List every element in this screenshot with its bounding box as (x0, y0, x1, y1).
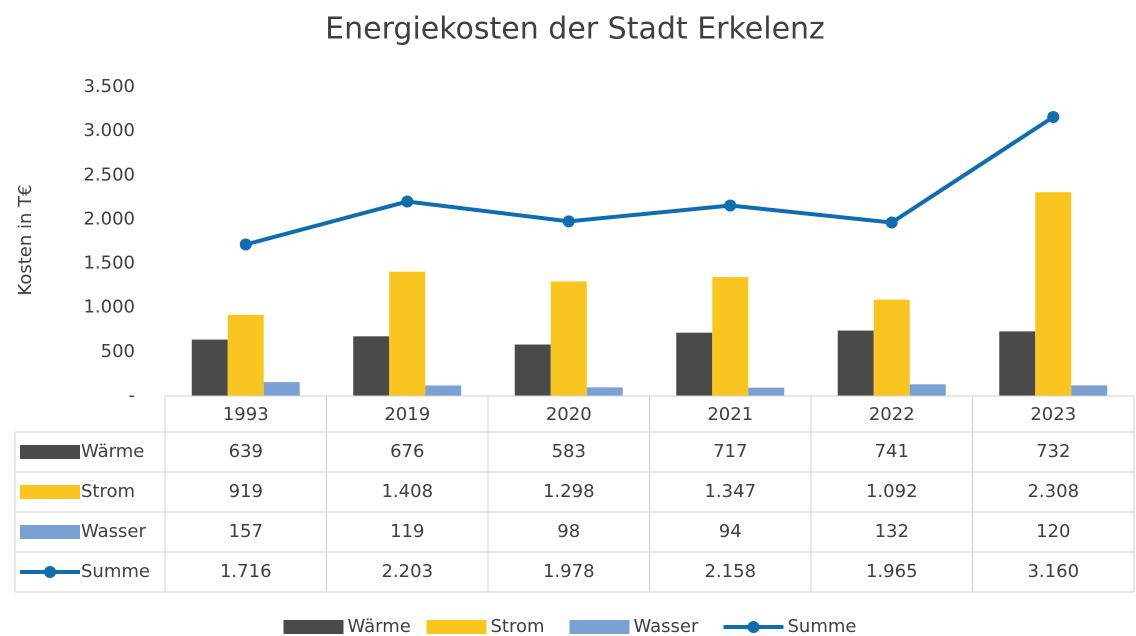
table-row-label: Wärme (81, 441, 144, 462)
legend-key (20, 525, 80, 539)
table-cell: 2.158 (704, 561, 756, 582)
bar (389, 271, 426, 396)
line (245, 115, 1055, 247)
table-cell: 132 (875, 521, 909, 542)
y-tick-label: 3.500 (83, 76, 135, 97)
legend-label: Summe (788, 616, 857, 636)
table-cell: 1.965 (866, 561, 918, 582)
table-cell: 3.160 (1027, 561, 1079, 582)
legend-label: Strom (491, 616, 545, 636)
legend-label: Wärme (348, 616, 411, 636)
x-tick-label: 2019 (384, 404, 430, 425)
y-axis-label: Kosten in T€ (15, 184, 36, 295)
y-tick-label: 2.000 (83, 208, 135, 229)
table-cell: 120 (1036, 521, 1070, 542)
line-marker (885, 216, 898, 229)
legend-key (20, 485, 80, 499)
bar (1071, 385, 1108, 396)
bar (909, 384, 946, 396)
y-tick-label: - (129, 385, 136, 406)
table-cell: 919 (229, 481, 263, 502)
legend-key (569, 620, 630, 634)
line-marker (1047, 111, 1060, 124)
x-tick-label: 2023 (1030, 404, 1076, 425)
table-cell: 583 (552, 441, 586, 462)
y-tick-label: 2.500 (83, 164, 135, 185)
table-cell: 741 (875, 441, 909, 462)
table-cell: 717 (713, 441, 747, 462)
legend-key (747, 621, 760, 633)
legend-key (20, 445, 80, 459)
table-cell: 1.716 (220, 561, 272, 582)
table-cell: 676 (390, 441, 424, 462)
table-cell: 1.298 (543, 481, 595, 502)
bar (353, 336, 390, 396)
legend-key (426, 620, 487, 634)
line-marker (562, 215, 575, 228)
bar (425, 385, 462, 396)
table-cell: 2.308 (1027, 481, 1079, 502)
bar (748, 387, 785, 396)
table-cell: 2.203 (381, 561, 433, 582)
table-cell: 98 (557, 521, 580, 542)
bar (873, 299, 910, 396)
line-marker (239, 238, 252, 251)
y-tick-label: 500 (101, 341, 135, 362)
bar (999, 331, 1036, 396)
table-row-label: Strom (81, 481, 135, 502)
table-cell: 639 (229, 441, 263, 462)
x-tick-label: 2021 (707, 404, 753, 425)
bar (712, 277, 749, 396)
bar (586, 387, 623, 396)
table-cell: 94 (719, 521, 742, 542)
y-tick-label: 1.000 (83, 297, 135, 318)
legend-key (44, 566, 56, 578)
bar (837, 330, 874, 396)
bar (191, 339, 228, 396)
line-marker (724, 199, 737, 212)
table-cell: 119 (390, 521, 424, 542)
y-tick-label: 3.000 (83, 120, 135, 141)
table-row-label: Summe (81, 561, 150, 582)
x-tick-label: 1993 (223, 404, 269, 425)
x-tick-label: 2020 (546, 404, 592, 425)
y-tick-label: 1.500 (83, 253, 135, 274)
bar (514, 344, 551, 396)
x-tick-label: 2022 (869, 404, 915, 425)
table-cell: 1.408 (381, 481, 433, 502)
bar (676, 332, 713, 396)
legend-key (283, 620, 344, 634)
bar (1035, 192, 1072, 396)
legend-label: Wasser (634, 616, 700, 636)
table-row-label: Wasser (81, 521, 147, 542)
bar (227, 314, 264, 396)
chart-title: Energiekosten der Stadt Erkelenz (325, 12, 825, 47)
table-cell: 1.347 (704, 481, 756, 502)
table-cell: 1.092 (866, 481, 918, 502)
bar (550, 281, 587, 396)
line-marker (401, 195, 414, 208)
table-cell: 1.978 (543, 561, 595, 582)
table-cell: 157 (229, 521, 263, 542)
table-cell: 732 (1036, 441, 1070, 462)
bar (263, 382, 300, 396)
